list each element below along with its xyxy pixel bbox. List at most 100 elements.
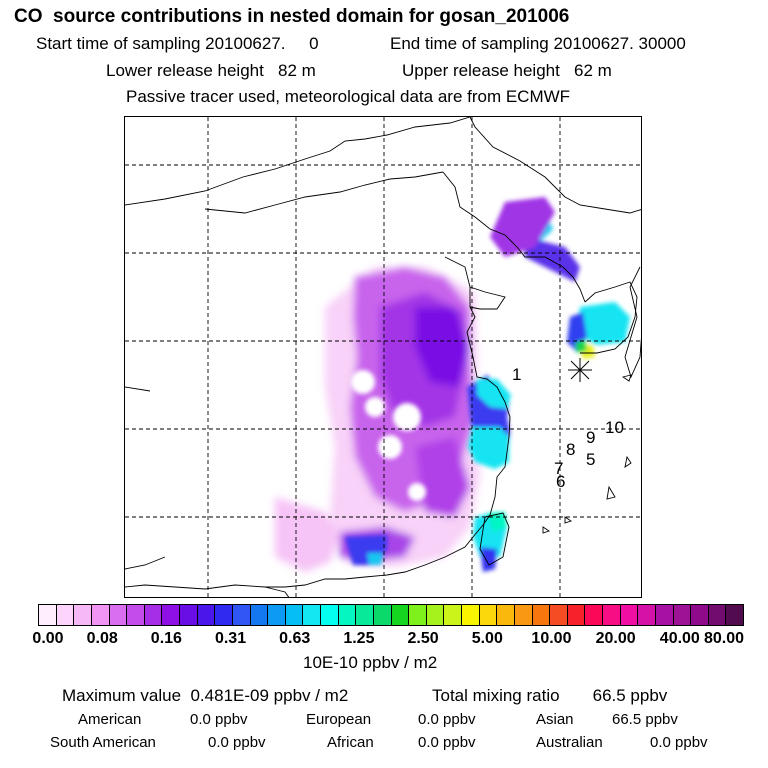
colorbar-tick: 20.00	[595, 630, 636, 647]
region-value-asian: 66.5 ppbv	[612, 711, 678, 728]
inland-border-sw	[125, 556, 166, 570]
map-panel	[124, 116, 642, 598]
region-value-australian: 0.0 ppbv	[650, 734, 708, 751]
colorbar-tick: 0.31	[214, 630, 247, 647]
region-value-european: 0.0 ppbv	[418, 711, 476, 728]
ryukyu-1	[621, 374, 632, 382]
plume-gap	[408, 483, 426, 501]
south-coast	[125, 524, 484, 590]
station-label-9: 9	[586, 428, 596, 447]
colorbar-swatch	[232, 605, 251, 625]
coastlines	[125, 117, 641, 597]
colorbar-swatch	[268, 605, 286, 625]
ryukyu-2	[624, 455, 632, 468]
colorbar-swatch	[479, 605, 498, 625]
colorbar-swatch	[708, 605, 727, 625]
upper-release-label: Upper release height 62 m	[402, 61, 612, 80]
colorbar-swatch	[391, 605, 410, 625]
ryukyu-4	[564, 516, 573, 524]
colorbar-swatch	[285, 605, 304, 625]
colorbar-swatch	[56, 605, 75, 625]
colorbar-swatch	[585, 605, 603, 625]
colorbar-swatch	[462, 605, 480, 625]
colorbar-swatch	[356, 605, 374, 625]
violet-north	[490, 197, 555, 257]
map-title: CO source contributions in nested domain…	[14, 6, 570, 27]
colorbar-tick: 1.25	[343, 630, 375, 647]
colorbar-swatch	[109, 605, 128, 625]
region-name-south-american: South American	[50, 734, 156, 751]
station-label-1: 1	[512, 365, 522, 384]
colorbar-tick: 2.50	[407, 630, 439, 647]
colorbar-units: 10E-10 ppbv / m2	[303, 653, 438, 672]
plume-gap	[351, 370, 375, 394]
colorbar-swatch	[444, 605, 462, 625]
japan-kyushu	[624, 266, 641, 379]
station-label-10: 10	[605, 418, 624, 437]
colorbar-swatch	[74, 605, 92, 625]
colorbar-swatch	[162, 605, 180, 625]
colorbar-swatch	[567, 605, 586, 625]
ryukyu-3	[606, 485, 616, 500]
green-korea	[575, 339, 587, 353]
region-name-australian: Australian	[536, 734, 603, 751]
region-name-european: European	[306, 711, 372, 728]
colorbar-swatch	[655, 605, 674, 625]
total-mixing-ratio-label: Total mixing ratio 66.5 ppbv	[432, 686, 668, 705]
shandong-coast	[444, 256, 511, 526]
colorbar-swatch	[250, 605, 269, 625]
colorbar-swatch	[144, 605, 163, 625]
colorbar-tick: 0.16	[150, 630, 182, 647]
colorbar-swatch	[603, 605, 621, 625]
receptor-asterisk-icon	[568, 358, 592, 382]
colorbar-tick: 80.00	[703, 630, 745, 647]
region-name-african: African	[327, 734, 374, 751]
colorbar-swatch	[127, 605, 145, 625]
colorbar-tick: 40.00	[659, 630, 700, 647]
end-time-label: End time of sampling 20100627. 30000	[390, 34, 686, 53]
hainan-outline	[264, 586, 290, 597]
colorbar-tick: 10.00	[531, 630, 572, 647]
region-value-south-american: 0.0 ppbv	[208, 734, 266, 751]
colorbar-swatch	[303, 605, 321, 625]
ryukyu-5	[542, 526, 551, 534]
station-label-8: 8	[566, 440, 576, 459]
inner-border	[125, 386, 151, 392]
mongolia-border	[125, 117, 471, 206]
station-label-6: 6	[556, 472, 566, 491]
north-china-border	[204, 171, 444, 214]
blue-fujian-edge	[480, 547, 497, 572]
start-time-label: Start time of sampling 20100627. 0	[36, 34, 319, 53]
colorbar-swatch	[691, 605, 709, 625]
colorbar-swatch	[638, 605, 656, 625]
colorbar-swatch	[197, 605, 216, 625]
colorbar-swatch	[673, 605, 692, 625]
colorbar-swatch	[532, 605, 551, 625]
colorbar-tick: 0.00	[32, 630, 64, 647]
cyan-yangtze	[477, 379, 511, 409]
region-name-american: American	[78, 711, 142, 728]
plume-gap	[393, 403, 421, 431]
region-value-american: 0.0 ppbv	[190, 711, 248, 728]
lower-release-label: Lower release height 82 m	[106, 61, 316, 80]
colorbar-swatch	[180, 605, 198, 625]
taiwan-outline	[479, 512, 510, 566]
cyan-korea-south	[577, 302, 630, 345]
plume-deep-violet	[415, 307, 470, 387]
colorbar-swatch	[497, 605, 515, 625]
max-value-label: Maximum value 0.481E-09 ppbv / m2	[62, 686, 349, 705]
map-canvas	[125, 117, 641, 597]
region-name-asian: Asian	[536, 711, 574, 728]
cyan-south-coast	[367, 553, 383, 565]
plume-gap	[378, 435, 402, 459]
colorbar-swatch	[321, 605, 339, 625]
colorbar-tick: 5.00	[471, 630, 503, 647]
colorbar-swatch	[426, 605, 445, 625]
region-value-african: 0.0 ppbv	[418, 734, 476, 751]
colorbar-swatch	[338, 605, 357, 625]
colorbar-swatch	[39, 605, 57, 625]
colorbar-swatch	[514, 605, 533, 625]
bohai-coast	[442, 171, 586, 303]
colorbar-swatch	[91, 605, 110, 625]
tracer-note: Passive tracer used, meteorological data…	[126, 87, 571, 106]
